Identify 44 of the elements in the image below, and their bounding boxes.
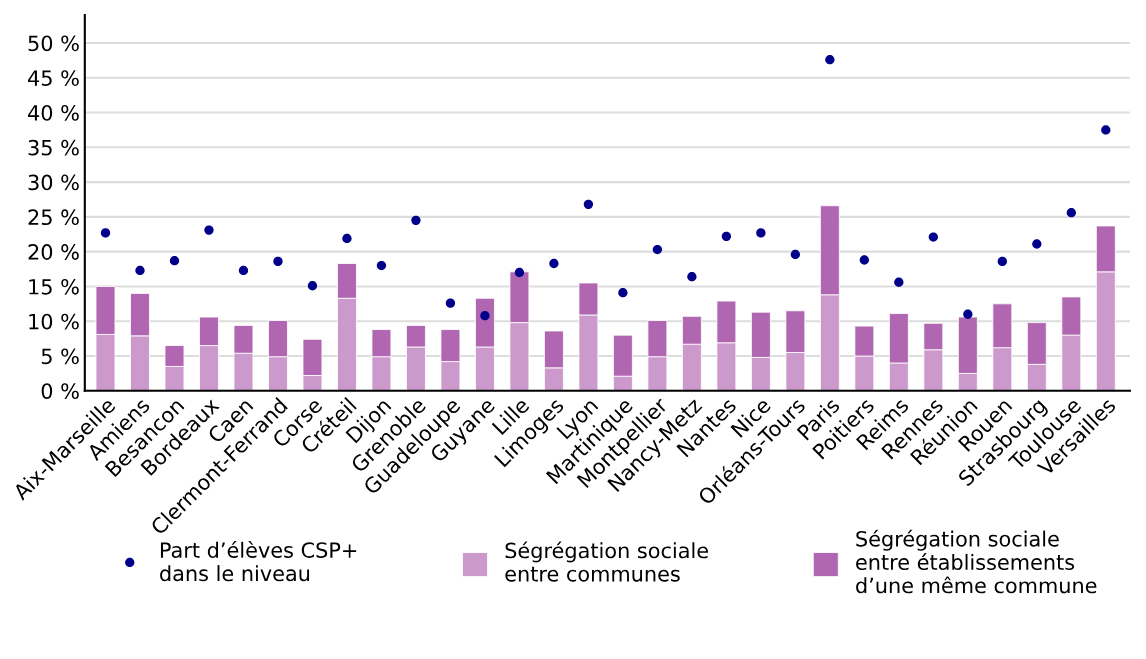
point (687, 272, 697, 282)
point (859, 255, 870, 265)
point (652, 244, 663, 255)
point (135, 265, 145, 276)
point (204, 225, 214, 235)
y-tick-label: 35 % (28, 139, 79, 156)
point (997, 256, 1007, 267)
legend-label: Ségrégation sociale entre établissements d’une même commune (856, 529, 1097, 594)
point (825, 55, 835, 65)
point (1101, 125, 1111, 135)
point (1066, 208, 1076, 218)
point (618, 288, 628, 298)
y-tick-label: 10 % (29, 313, 79, 330)
legend-label: Ségrégation sociale entre communes (505, 541, 708, 582)
point (480, 311, 490, 321)
point (928, 232, 938, 242)
point (238, 265, 249, 276)
y-tick-label: 0 % (41, 383, 79, 399)
y-tick-label: 30 % (28, 174, 79, 191)
point (411, 215, 421, 226)
point (583, 199, 594, 210)
point (445, 298, 456, 308)
y-tick-label: 40 % (28, 105, 79, 121)
point (376, 260, 387, 271)
point (1032, 239, 1042, 249)
point (100, 228, 111, 238)
point (169, 256, 180, 266)
y-tick-label: 15 % (29, 278, 79, 295)
point (790, 249, 801, 260)
point (894, 277, 904, 287)
point (549, 258, 559, 269)
y-tick-label: 50 % (28, 35, 79, 52)
y-tick-label: 25 % (28, 209, 79, 226)
point (963, 309, 973, 319)
point (273, 256, 283, 267)
point (307, 281, 318, 291)
y-tick-label: 20 % (28, 244, 79, 260)
point (342, 233, 352, 244)
legend-label: Part d’élèves CSP+ dans le niveau (160, 540, 357, 582)
y-tick-label: 5 % (41, 348, 79, 365)
point (514, 267, 525, 278)
point (721, 231, 732, 242)
y-tick-label: 45 % (28, 70, 79, 86)
point (756, 228, 766, 238)
